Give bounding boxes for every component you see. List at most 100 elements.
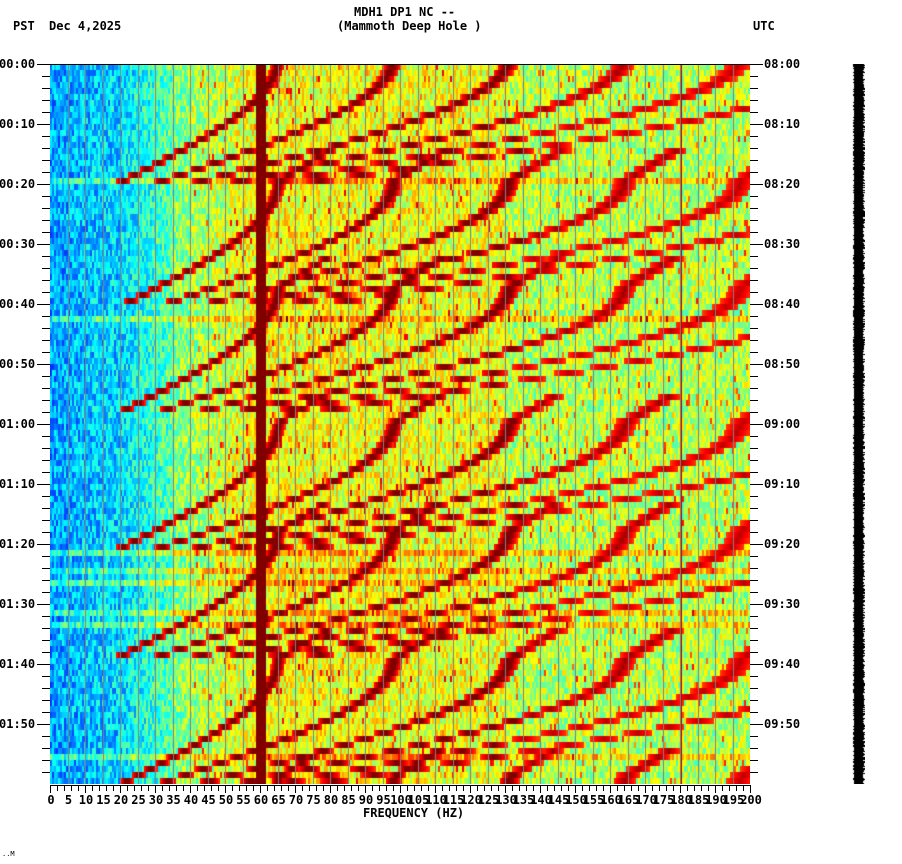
right-major-tick [750, 364, 763, 365]
x-tick [71, 785, 72, 791]
x-tick [141, 785, 142, 791]
left-minor-tick [42, 556, 50, 557]
right-time-label: 09:30 [764, 597, 801, 611]
left-minor-tick [42, 172, 50, 173]
right-major-tick [750, 664, 763, 665]
left-time-label: 01:50 [0, 717, 36, 731]
left-minor-tick [42, 280, 50, 281]
right-minor-tick [750, 520, 758, 521]
right-time-label: 09:20 [764, 537, 801, 551]
left-minor-tick [42, 592, 50, 593]
left-major-tick [37, 424, 50, 425]
right-minor-tick [750, 232, 758, 233]
left-major-tick [37, 304, 50, 305]
x-tick-label: 50 [218, 793, 234, 807]
x-tick [491, 785, 492, 791]
x-tick [533, 785, 534, 791]
x-tick-label: 0 [47, 793, 55, 807]
right-minor-tick [750, 328, 758, 329]
right-minor-tick [750, 700, 758, 701]
x-tick [393, 785, 394, 791]
x-tick [337, 785, 338, 791]
right-minor-tick [750, 412, 758, 413]
x-tick [729, 785, 730, 791]
x-tick-label: 180 [670, 793, 692, 807]
right-minor-tick [750, 676, 758, 677]
x-tick-label: 155 [582, 793, 605, 807]
left-minor-tick [42, 256, 50, 257]
x-tick-label: 25 [131, 793, 146, 807]
left-minor-tick [42, 76, 50, 77]
right-major-tick [750, 484, 763, 485]
x-tick-label: 15 [96, 793, 111, 807]
left-minor-tick [42, 532, 50, 533]
x-tick [78, 785, 79, 791]
x-axis-title: FREQUENCY (HZ) [363, 806, 465, 820]
right-minor-tick [750, 76, 758, 77]
x-tick [743, 785, 744, 791]
x-tick [134, 785, 135, 791]
right-minor-tick [750, 580, 758, 581]
x-tick-label: 30 [148, 793, 164, 807]
x-tick [526, 785, 527, 791]
left-time-label: 00:50 [0, 357, 36, 371]
left-major-tick [37, 544, 50, 545]
x-tick [421, 785, 422, 791]
left-time-label: 00:30 [0, 237, 36, 251]
right-minor-tick [750, 136, 758, 137]
right-time-label: 08:50 [764, 357, 801, 371]
x-tick [281, 785, 282, 791]
left-major-tick [37, 664, 50, 665]
left-minor-tick [42, 712, 50, 713]
x-tick-label: 130 [495, 793, 517, 807]
left-minor-tick [42, 232, 50, 233]
x-tick-label: 80 [323, 793, 339, 807]
right-timezone-label: UTC [753, 19, 775, 33]
left-minor-tick [42, 460, 50, 461]
x-tick [274, 785, 275, 791]
left-minor-tick [42, 148, 50, 149]
x-tick [561, 785, 562, 791]
x-tick [253, 785, 254, 791]
x-tick [218, 785, 219, 791]
right-minor-tick [750, 772, 758, 773]
right-minor-tick [750, 172, 758, 173]
right-minor-tick [750, 460, 758, 461]
left-minor-tick [42, 472, 50, 473]
left-minor-tick [42, 160, 50, 161]
left-minor-tick [42, 628, 50, 629]
left-time-label: 00:00 [0, 57, 36, 71]
left-minor-tick [42, 436, 50, 437]
x-tick-label: 20 [113, 793, 129, 807]
x-tick-label: 65 [271, 793, 286, 807]
x-tick [316, 785, 317, 791]
right-time-label: 08:00 [764, 57, 801, 71]
left-major-tick [37, 364, 50, 365]
x-tick [351, 785, 352, 791]
x-tick [645, 785, 646, 793]
x-tick [610, 785, 611, 793]
left-minor-tick [42, 268, 50, 269]
left-time-label: 00:40 [0, 297, 36, 311]
x-tick [589, 785, 590, 791]
x-tick-label: 10 [78, 793, 94, 807]
x-tick-label: 115 [442, 793, 465, 807]
left-minor-tick [42, 688, 50, 689]
x-tick [407, 785, 408, 791]
x-tick-label: 55 [236, 793, 251, 807]
left-major-tick [37, 484, 50, 485]
x-tick [694, 785, 695, 791]
right-major-tick [750, 724, 763, 725]
x-tick [204, 785, 205, 791]
right-minor-tick [750, 640, 758, 641]
left-time-label: 01:20 [0, 537, 36, 551]
x-tick [722, 785, 723, 791]
x-tick [456, 785, 457, 791]
x-tick-label: 70 [288, 793, 304, 807]
left-minor-tick [42, 112, 50, 113]
x-tick [155, 785, 156, 793]
x-tick-label: 100 [390, 793, 412, 807]
x-tick [358, 785, 359, 791]
left-major-tick [37, 604, 50, 605]
x-tick [120, 785, 121, 793]
